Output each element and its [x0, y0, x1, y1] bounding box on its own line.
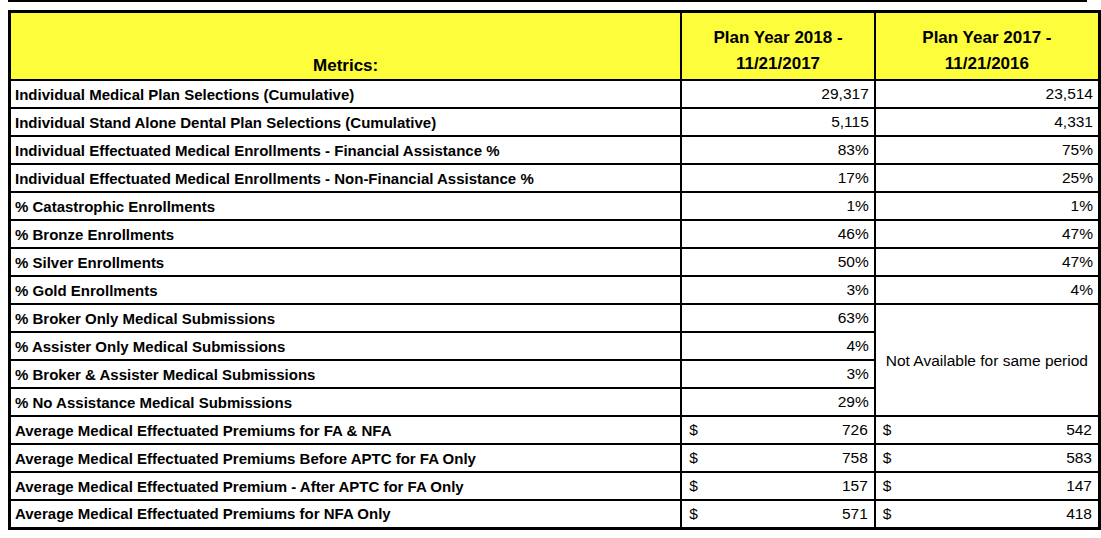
currency-amount: 157: [842, 477, 873, 495]
table-row: Average Medical Effectuated Premiums for…: [10, 416, 1100, 444]
value-2018-cell: 29,317: [681, 80, 875, 108]
currency-amount: 542: [1066, 421, 1097, 439]
metric-cell: Average Medical Effectuated Premiums Bef…: [10, 444, 682, 472]
metric-cell: % Gold Enrollments: [10, 276, 682, 304]
plan-year-2018-column-header: Plan Year 2018 - 11/21/2017: [681, 12, 875, 81]
plan-year-2017-column-header: Plan Year 2017 - 11/21/2016: [875, 12, 1100, 81]
metric-cell: Average Medical Effectuated Premiums for…: [10, 416, 682, 444]
currency-2018-cell: $ 726: [681, 416, 875, 444]
table-row: Individual Effectuated Medical Enrollmen…: [10, 164, 1100, 192]
currency-2017-cell: $ 147: [875, 472, 1100, 500]
metric-cell: Individual Effectuated Medical Enrollmen…: [10, 164, 682, 192]
not-available-merged-cell: Not Available for same period: [875, 304, 1100, 416]
value-2018-cell: 46%: [681, 220, 875, 248]
value-2018-cell: 3%: [681, 276, 875, 304]
table-row: Individual Stand Alone Dental Plan Selec…: [10, 108, 1100, 136]
dollar-sign: $: [683, 505, 698, 523]
table-row: % Broker Only Medical Submissions 63% No…: [10, 304, 1100, 332]
metric-cell: Average Medical Effectuated Premiums for…: [10, 500, 682, 528]
metric-cell: Individual Medical Plan Selections (Cumu…: [10, 80, 682, 108]
plan-year-2017-line1: Plan Year 2017 -: [877, 25, 1097, 51]
metric-cell: Average Medical Effectuated Premium - Af…: [10, 472, 682, 500]
currency-2017-cell: $ 583: [875, 444, 1100, 472]
metric-cell: % Broker & Assister Medical Submissions: [10, 360, 682, 388]
metric-cell: % Bronze Enrollments: [10, 220, 682, 248]
currency-amount: 147: [1066, 477, 1097, 495]
metric-cell: % No Assistance Medical Submissions: [10, 388, 682, 416]
currency-2018-cell: $ 758: [681, 444, 875, 472]
top-border-artifact: [8, 0, 1087, 2]
metrics-table: Metrics: Plan Year 2018 - 11/21/2017 Pla…: [8, 10, 1101, 530]
dollar-sign: $: [877, 449, 892, 467]
metric-cell: % Silver Enrollments: [10, 248, 682, 276]
table-row: Average Medical Effectuated Premium - Af…: [10, 472, 1100, 500]
currency-2018-cell: $ 157: [681, 472, 875, 500]
metric-cell: % Broker Only Medical Submissions: [10, 304, 682, 332]
value-2018-cell: 17%: [681, 164, 875, 192]
table-row: Average Medical Effectuated Premiums for…: [10, 500, 1100, 528]
value-2018-cell: 29%: [681, 388, 875, 416]
value-2018-cell: 1%: [681, 192, 875, 220]
metric-cell: % Catastrophic Enrollments: [10, 192, 682, 220]
table-row: % Gold Enrollments 3% 4%: [10, 276, 1100, 304]
currency-2017-cell: $ 418: [875, 500, 1100, 528]
dollar-sign: $: [683, 477, 698, 495]
value-2018-cell: 50%: [681, 248, 875, 276]
value-2018-cell: 4%: [681, 332, 875, 360]
table-row: Average Medical Effectuated Premiums Bef…: [10, 444, 1100, 472]
value-2018-cell: 3%: [681, 360, 875, 388]
table-row: Individual Medical Plan Selections (Cumu…: [10, 80, 1100, 108]
currency-amount: 758: [842, 449, 873, 467]
value-2017-cell: 4%: [875, 276, 1100, 304]
report-canvas: Metrics: Plan Year 2018 - 11/21/2017 Pla…: [0, 0, 1101, 538]
dollar-sign: $: [683, 421, 698, 439]
metrics-column-header: Metrics:: [10, 12, 682, 81]
table-row: % Silver Enrollments 50% 47%: [10, 248, 1100, 276]
table-header-row: Metrics: Plan Year 2018 - 11/21/2017 Pla…: [10, 12, 1100, 81]
currency-2017-cell: $ 542: [875, 416, 1100, 444]
table-row: Individual Effectuated Medical Enrollmen…: [10, 136, 1100, 164]
metric-cell: Individual Stand Alone Dental Plan Selec…: [10, 108, 682, 136]
value-2017-cell: 4,331: [875, 108, 1100, 136]
metric-cell: Individual Effectuated Medical Enrollmen…: [10, 136, 682, 164]
dollar-sign: $: [877, 505, 892, 523]
value-2017-cell: 47%: [875, 220, 1100, 248]
currency-2018-cell: $ 571: [681, 500, 875, 528]
plan-year-2018-line1: Plan Year 2018 -: [683, 25, 873, 51]
value-2018-cell: 83%: [681, 136, 875, 164]
value-2017-cell: 47%: [875, 248, 1100, 276]
value-2017-cell: 23,514: [875, 80, 1100, 108]
value-2017-cell: 1%: [875, 192, 1100, 220]
currency-amount: 418: [1066, 505, 1097, 523]
value-2018-cell: 5,115: [681, 108, 875, 136]
table-row: % Catastrophic Enrollments 1% 1%: [10, 192, 1100, 220]
value-2017-cell: 75%: [875, 136, 1100, 164]
table-row: % Bronze Enrollments 46% 47%: [10, 220, 1100, 248]
currency-amount: 583: [1066, 449, 1097, 467]
value-2017-cell: 25%: [875, 164, 1100, 192]
plan-year-2018-line2: 11/21/2017: [683, 51, 873, 77]
currency-amount: 571: [842, 505, 873, 523]
dollar-sign: $: [877, 477, 892, 495]
value-2018-cell: 63%: [681, 304, 875, 332]
dollar-sign: $: [683, 449, 698, 467]
currency-amount: 726: [842, 421, 873, 439]
dollar-sign: $: [877, 421, 892, 439]
plan-year-2017-line2: 11/21/2016: [877, 51, 1097, 77]
metric-cell: % Assister Only Medical Submissions: [10, 332, 682, 360]
